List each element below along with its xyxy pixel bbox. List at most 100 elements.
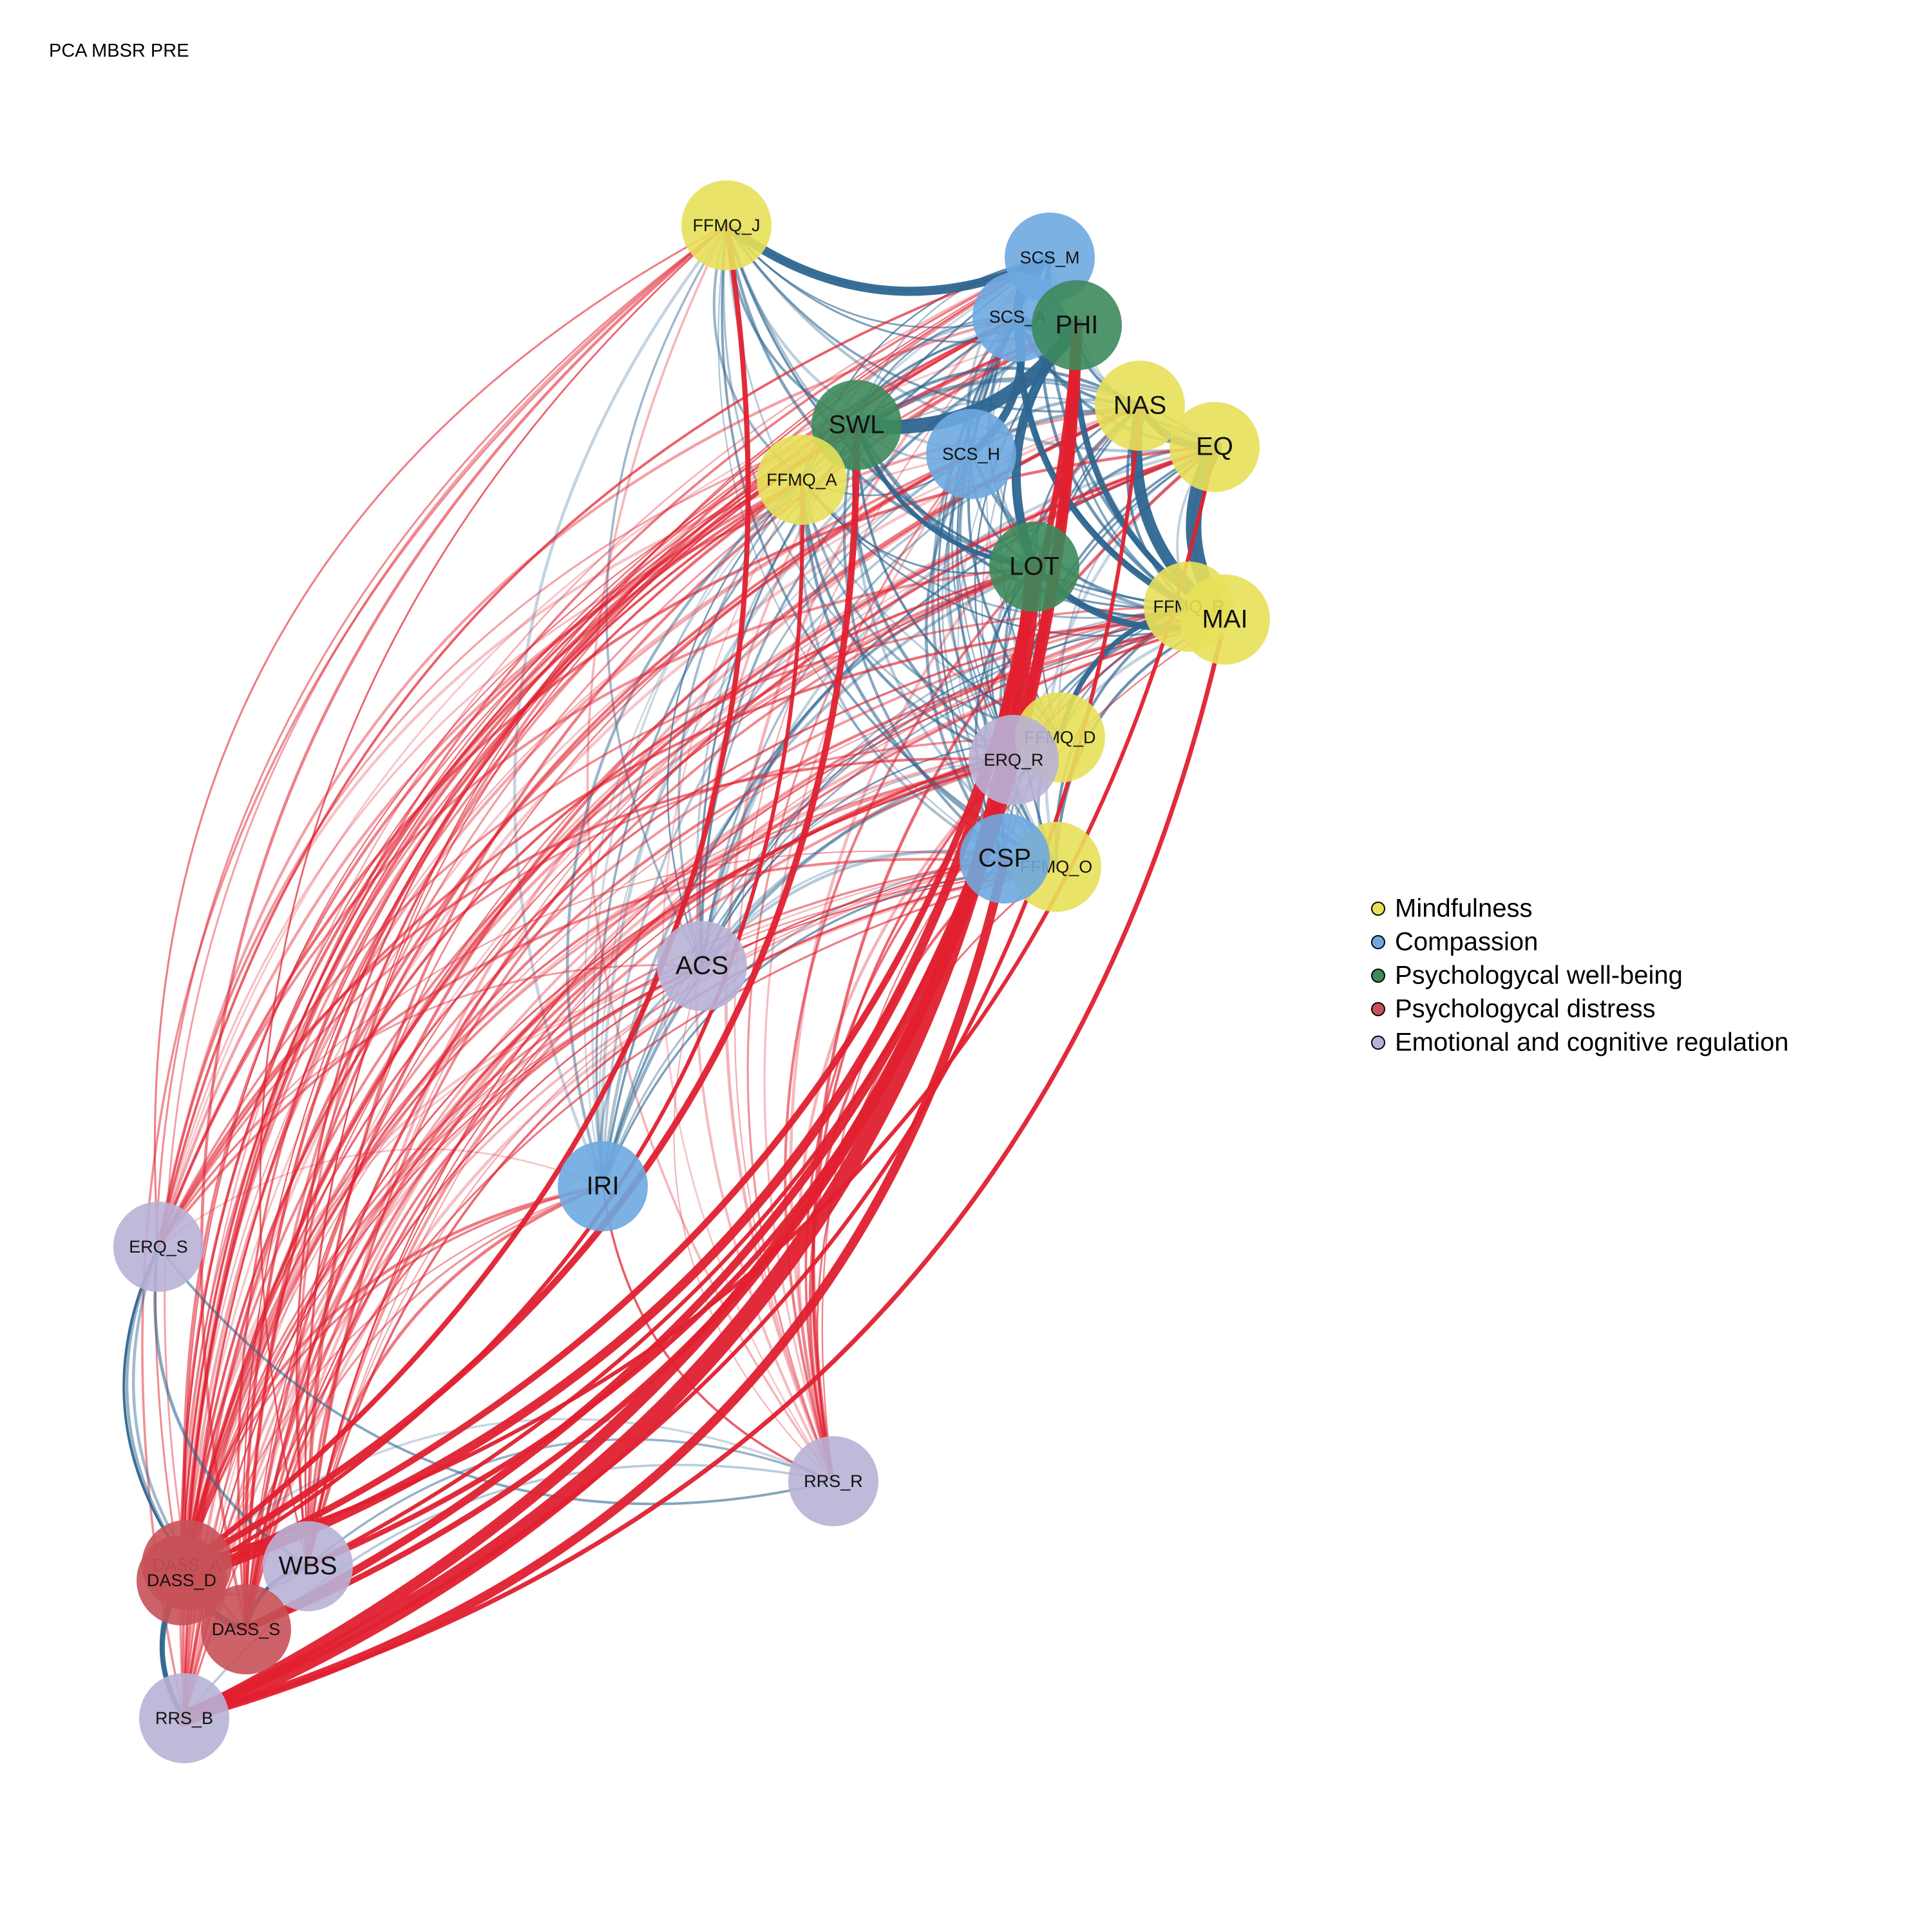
- edge-ERQ_R-ACS: [701, 759, 1015, 967]
- node-label-ERQ_R: ERQ_R: [983, 750, 1043, 770]
- edge-SCS_M-DASS_A: [185, 256, 1051, 1566]
- node-circle-RRS_B: [139, 1673, 229, 1763]
- legend-item-2: Psychologycal well-being: [1371, 961, 1683, 990]
- legend-swatch: [1371, 902, 1385, 916]
- node-ERQ_S: ERQ_S: [113, 1202, 204, 1292]
- node-label-SCS_M: SCS_M: [1019, 248, 1079, 267]
- edge-SCS_H-IRI: [598, 453, 972, 1188]
- node-circle-EQ: [1170, 402, 1260, 492]
- legend-swatch: [1371, 1002, 1385, 1016]
- edge-MAI-DASS_A: [185, 618, 1226, 1566]
- edge-FFMQ_R-WBS: [307, 605, 1190, 1567]
- node-label-SWL: SWL: [829, 411, 885, 439]
- edge-LOT-DASS_A: [185, 565, 1036, 1567]
- legend-label: Psychologycal distress: [1395, 995, 1656, 1023]
- edge-SWL-WBS: [295, 424, 858, 1567]
- edge-IRI-DASS_A: [185, 1185, 604, 1566]
- edge-FFMQ_J-RRS_B: [141, 224, 728, 1719]
- legend-swatch: [1371, 935, 1385, 949]
- node-label-RRS_R: RRS_R: [804, 1472, 863, 1491]
- node-RRS_B: RRS_B: [139, 1673, 229, 1763]
- edge-FFMQ_A-ERQ_R: [800, 478, 1016, 762]
- edge-FFMQ_R-DASS_S: [244, 605, 1191, 1631]
- edge-IRI-DASS_D: [180, 1184, 605, 1582]
- node-label-IRI: IRI: [586, 1172, 619, 1200]
- edge-RRS_R-DASS_A: [185, 1417, 835, 1566]
- edge-FFMQ_O-DASS_A: [185, 866, 1057, 1566]
- node-label-ACS: ACS: [676, 952, 728, 980]
- node-circle-SCS_H: [926, 409, 1016, 499]
- edge-ERQ_R-ERQ_S: [156, 757, 1016, 1249]
- edge-FFMQ_O-DASS_D: [180, 866, 1057, 1582]
- node-label-DASS_D: DASS_D: [147, 1571, 216, 1590]
- edge-FFMQ_R-RRS_B: [183, 605, 1190, 1719]
- legend-label: Psychologycal well-being: [1395, 961, 1683, 990]
- edge-FFMQ_D-DASS_D: [180, 736, 1061, 1582]
- node-circle-FFMQ_J: [681, 180, 772, 270]
- edge-FFMQ_A-DASS_A: [182, 478, 804, 1567]
- edge-ERQ_R-DASS_D: [180, 759, 1015, 1582]
- edge-RRS_B-CSP: [180, 854, 1009, 1723]
- edge-ACS-DASS_D: [180, 965, 703, 1582]
- legend-label: Mindfulness: [1395, 895, 1532, 923]
- legend-item-3: Psychologycal distress: [1371, 995, 1656, 1023]
- edge-SCS_H-ERQ_R: [944, 453, 1015, 761]
- edge-SCS_H-DASS_D: [180, 453, 972, 1582]
- node-circle-NAS: [1095, 361, 1185, 451]
- node-label-CSP: CSP: [978, 844, 1031, 873]
- node-FFMQ_A: FFMQ_A: [757, 435, 847, 525]
- edge-FFMQ_R-DASS_D: [180, 605, 1190, 1582]
- node-circle-MAI: [1180, 574, 1270, 665]
- node-DASS_D: DASS_D: [137, 1535, 227, 1625]
- node-circle-CSP: [960, 813, 1050, 904]
- edge-LOT-DASS_S: [245, 565, 1036, 1631]
- edge-SWL-DASS_A: [184, 424, 858, 1566]
- edge-CSP-ACS: [701, 850, 1006, 967]
- edge-ERQ_R-RRS_R: [797, 758, 1016, 1483]
- node-FFMQ_J: FFMQ_J: [681, 180, 772, 270]
- node-label-MAI: MAI: [1202, 605, 1247, 634]
- edge-FFMQ_O-WBS: [307, 866, 1057, 1567]
- edge-SCS_H-ACS: [700, 453, 972, 967]
- edge-FFMQ_J-WBS: [259, 224, 728, 1567]
- edge-MAI-ACS: [701, 618, 1226, 967]
- legend-item-0: Mindfulness: [1371, 895, 1532, 923]
- edge-SCS_M-ERQ_S: [157, 256, 1051, 1248]
- edge-FFMQ_R-DASS_A: [185, 605, 1190, 1566]
- node-label-DASS_S: DASS_S: [212, 1620, 281, 1639]
- node-label-EQ: EQ: [1196, 433, 1233, 461]
- node-DASS_S: DASS_S: [201, 1584, 291, 1674]
- edge-ACS-ERQ_S: [157, 964, 703, 1248]
- node-circle-WBS: [263, 1521, 353, 1611]
- node-WBS: WBS: [263, 1521, 353, 1611]
- edge-PHI-ACS: [700, 324, 1078, 967]
- node-circle-ERQ_R: [969, 715, 1059, 805]
- node-label-WBS: WBS: [278, 1552, 337, 1580]
- edge-layer: [122, 221, 1233, 1727]
- edge-SWL-ERQ_S: [157, 424, 858, 1248]
- edge-FFMQ_A-DASS_S: [237, 478, 803, 1631]
- edge-CSP-IRI: [601, 857, 1006, 1188]
- legend-swatch: [1371, 1036, 1385, 1050]
- node-label-NAS: NAS: [1113, 392, 1166, 420]
- edge-ACS-WBS: [306, 964, 704, 1568]
- legend-label: Emotional and cognitive regulation: [1395, 1028, 1789, 1057]
- node-label-LOT: LOT: [1009, 553, 1059, 581]
- edge-EQ-ACS: [700, 445, 1217, 968]
- edge-FFMQ_D-IRI: [601, 735, 1062, 1188]
- node-circle-DASS_D: [137, 1535, 227, 1625]
- node-circle-FFMQ_A: [757, 435, 847, 525]
- edge-SCS_A-ERQ_S: [156, 315, 1019, 1249]
- edge-RRS_B-NAS: [182, 404, 1142, 1720]
- edge-SWL-CSP: [842, 423, 1007, 860]
- edge-MAI-IRI: [601, 618, 1226, 1188]
- node-EQ: EQ: [1170, 402, 1260, 492]
- edge-CSP-DASS_S: [245, 857, 1006, 1631]
- edge-FFMQ_J-DASS_A: [164, 224, 728, 1566]
- node-SCS_H: SCS_H: [926, 409, 1016, 499]
- edge-LOT-DASS_D: [180, 565, 1036, 1582]
- edge-SCS_H-DASS_A: [185, 452, 973, 1567]
- node-label-FFMQ_A: FFMQ_A: [766, 470, 837, 489]
